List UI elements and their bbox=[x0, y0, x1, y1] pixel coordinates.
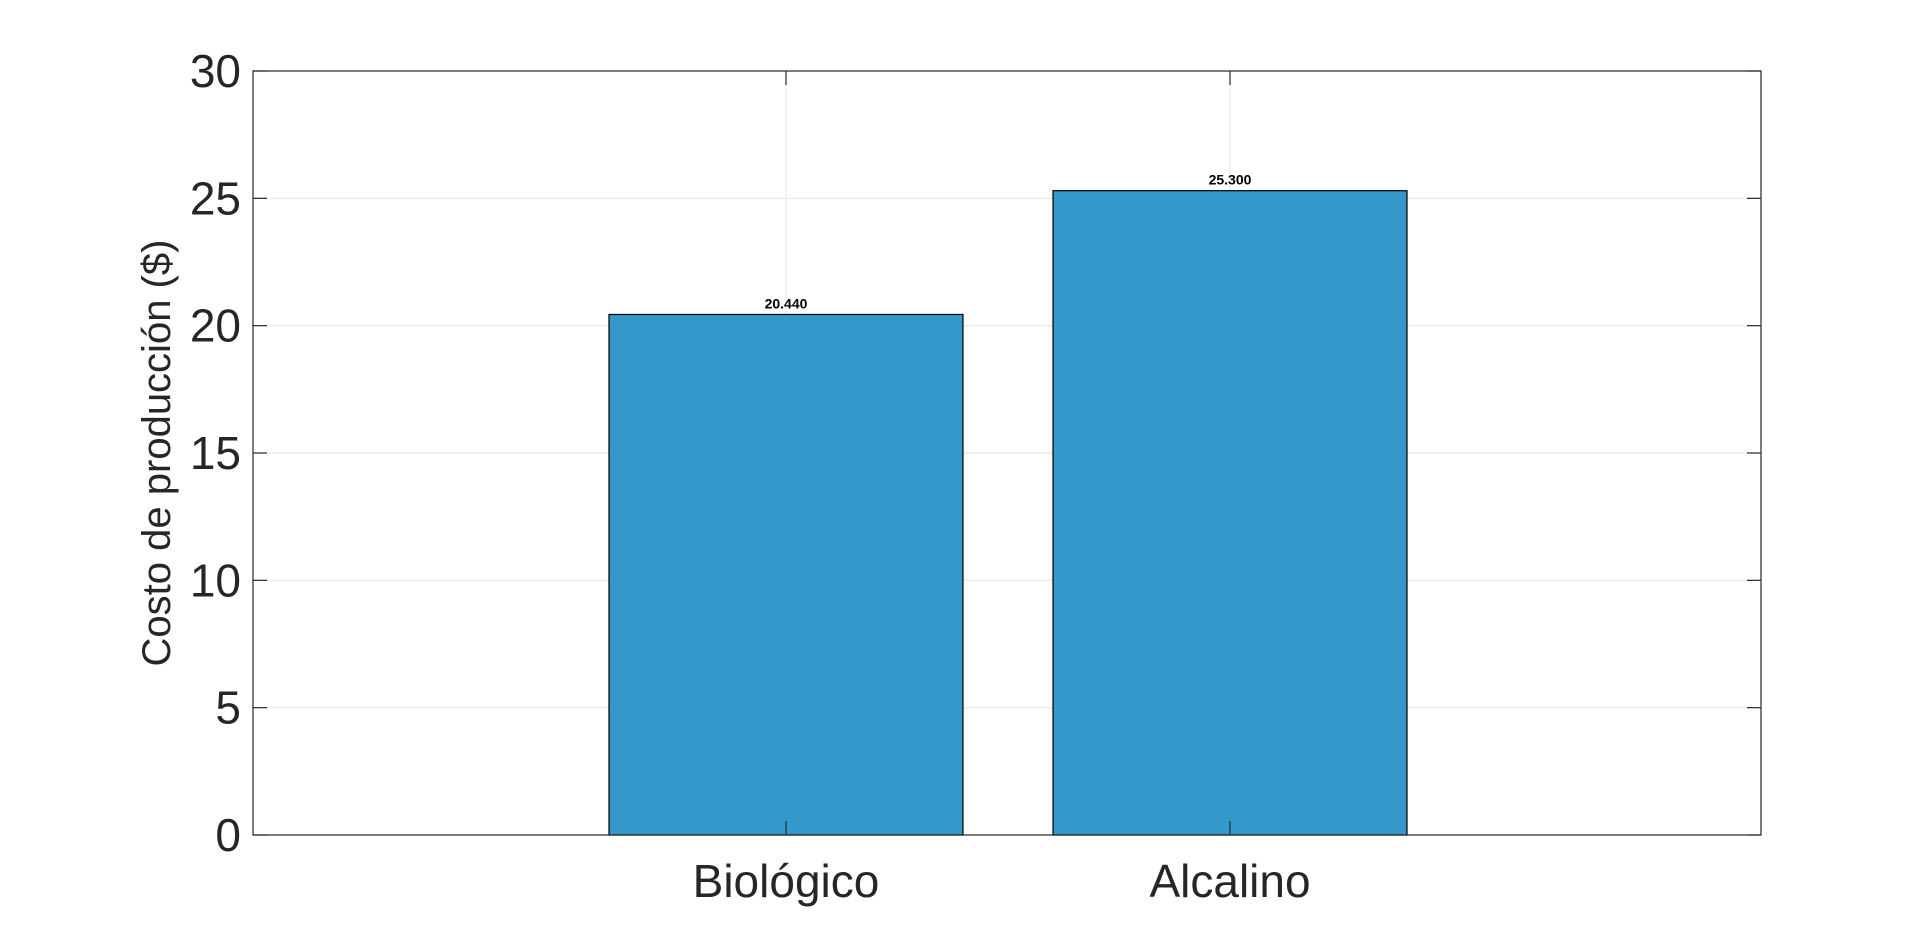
x-tick-label: Biológico bbox=[693, 855, 880, 907]
y-tick-label: 30 bbox=[190, 45, 241, 97]
tick-labels: 0 5 10 15 20 25 30 Biológico Alcalino bbox=[190, 45, 1311, 907]
y-tick-label: 0 bbox=[215, 809, 241, 861]
data-labels: 20.440 25.300 bbox=[765, 172, 1252, 312]
bars bbox=[608, 190, 1408, 836]
y-axis-label: Costo de producción ($) bbox=[135, 240, 179, 667]
grid-lines bbox=[253, 71, 1761, 835]
y-tick-label: 5 bbox=[215, 682, 241, 734]
x-tick-label: Alcalino bbox=[1149, 855, 1310, 907]
y-tick-label: 20 bbox=[190, 300, 241, 352]
data-label-1: 25.300 bbox=[1209, 172, 1252, 188]
y-tick-label: 15 bbox=[190, 427, 241, 479]
y-tick-label: 25 bbox=[190, 172, 241, 224]
axis-ticks bbox=[253, 70, 1761, 836]
y-tick-label: 10 bbox=[190, 554, 241, 606]
bar-1 bbox=[1052, 190, 1408, 836]
bar-0 bbox=[608, 313, 964, 836]
data-label-0: 20.440 bbox=[765, 295, 808, 311]
